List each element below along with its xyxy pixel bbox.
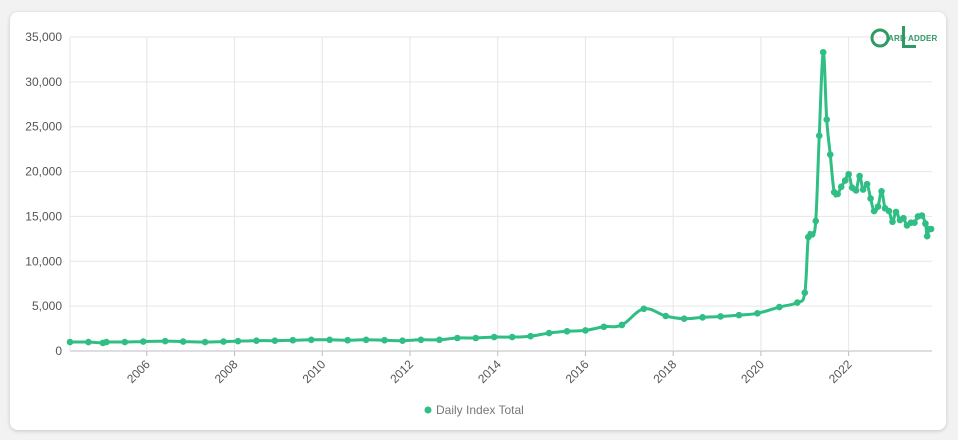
data-point[interactable] — [911, 219, 918, 227]
data-point[interactable] — [859, 186, 867, 193]
data-point[interactable] — [826, 151, 834, 158]
data-point[interactable] — [103, 338, 110, 346]
data-point[interactable] — [837, 183, 845, 191]
x-tick-label: 2006 — [124, 357, 153, 386]
x-tick-label: 2022 — [826, 357, 855, 386]
data-point[interactable] — [600, 323, 608, 331]
y-tick-label: 15,000 — [25, 209, 62, 223]
data-point[interactable] — [527, 332, 534, 340]
legend[interactable]: Daily Index Total — [424, 403, 524, 417]
data-point[interactable] — [454, 334, 461, 342]
axis-ticks: 0 5,000 10,000 15,000 20,000 25,000 30,000 35,0… — [25, 30, 855, 386]
x-tick-label: 2020 — [738, 357, 767, 386]
data-point[interactable] — [618, 321, 626, 329]
grid-lines — [69, 36, 932, 356]
y-tick-label: 30,000 — [25, 75, 62, 89]
data-point[interactable] — [923, 232, 931, 240]
x-tick-label: 2010 — [300, 357, 329, 386]
data-point[interactable] — [326, 336, 333, 344]
y-tick-label: 5,000 — [32, 299, 62, 313]
data-point[interactable] — [436, 336, 443, 344]
data-point[interactable] — [927, 225, 935, 233]
data-point[interactable] — [863, 180, 871, 188]
legend-label: Daily Index Total — [436, 403, 524, 417]
data-point[interactable] — [253, 337, 260, 344]
y-tick-label: 25,000 — [25, 120, 62, 134]
data-point[interactable] — [582, 327, 589, 334]
data-point[interactable] — [417, 336, 425, 344]
data-point[interactable] — [545, 329, 553, 337]
y-tick-label: 35,000 — [25, 30, 62, 44]
data-point[interactable] — [889, 218, 896, 226]
data-point[interactable] — [922, 220, 929, 227]
data-point[interactable] — [490, 333, 498, 341]
line-chart: 0 5,000 10,000 15,000 20,000 25,000 30,000 35,0… — [25, 26, 938, 417]
data-point[interactable] — [801, 289, 809, 296]
data-point[interactable] — [201, 338, 209, 346]
data-point[interactable] — [381, 336, 388, 344]
data-point[interactable] — [823, 116, 831, 123]
data-point[interactable] — [699, 314, 706, 321]
data-point[interactable] — [139, 338, 147, 345]
data-point[interactable] — [754, 310, 761, 317]
data-point[interactable] — [808, 231, 816, 238]
data-point[interactable] — [900, 214, 907, 222]
data-point[interactable] — [307, 336, 315, 344]
data-point[interactable] — [815, 132, 823, 139]
data-point[interactable] — [870, 207, 878, 215]
data-point[interactable] — [812, 217, 820, 225]
data-point[interactable] — [867, 195, 874, 202]
data-point[interactable] — [662, 312, 670, 320]
data-point[interactable] — [845, 170, 852, 178]
y-tick-label: 0 — [55, 344, 62, 358]
data-point[interactable] — [640, 305, 648, 313]
data-point[interactable] — [841, 177, 849, 184]
data-point[interactable] — [856, 172, 863, 180]
data-point[interactable] — [735, 311, 743, 319]
data-point[interactable] — [794, 299, 801, 306]
data-point[interactable] — [508, 333, 516, 341]
legend-marker — [424, 406, 432, 414]
data-point[interactable] — [85, 338, 92, 346]
card-ladder-logo: ARD ADDER — [870, 26, 938, 48]
data-point[interactable] — [66, 338, 74, 346]
data-point[interactable] — [179, 338, 187, 345]
data-point[interactable] — [819, 48, 827, 56]
data-point[interactable] — [874, 203, 882, 210]
data-point[interactable] — [161, 337, 169, 345]
x-tick-label: 2018 — [651, 357, 680, 386]
data-point[interactable] — [563, 327, 571, 335]
data-point[interactable] — [918, 212, 926, 219]
data-point[interactable] — [878, 188, 885, 195]
series-layer — [66, 48, 935, 347]
data-point[interactable] — [885, 207, 893, 215]
x-tick-label: 2008 — [212, 357, 241, 386]
x-tick-label: 2012 — [387, 357, 416, 386]
data-point[interactable] — [234, 337, 242, 345]
data-point[interactable] — [776, 303, 783, 311]
data-point[interactable] — [271, 337, 279, 344]
data-point[interactable] — [717, 313, 724, 320]
y-tick-label: 10,000 — [25, 254, 62, 268]
chart-card: 0 5,000 10,000 15,000 20,000 25,000 30,000 35,0… — [10, 12, 946, 430]
y-tick-label: 20,000 — [25, 165, 62, 179]
data-point[interactable] — [834, 190, 841, 198]
data-point[interactable] — [472, 334, 480, 342]
data-point[interactable] — [362, 336, 370, 344]
data-point[interactable] — [289, 336, 297, 344]
x-tick-label: 2014 — [475, 357, 504, 386]
x-tick-label: 2016 — [563, 357, 592, 386]
data-point[interactable] — [220, 338, 227, 345]
series-line — [68, 50, 933, 345]
logo-text: ARD ADDER — [888, 34, 938, 43]
data-point[interactable] — [892, 208, 900, 216]
data-point[interactable] — [680, 315, 688, 323]
data-point[interactable] — [852, 187, 860, 194]
data-point[interactable] — [399, 337, 406, 344]
data-point[interactable] — [344, 336, 351, 344]
data-point[interactable] — [121, 338, 129, 346]
